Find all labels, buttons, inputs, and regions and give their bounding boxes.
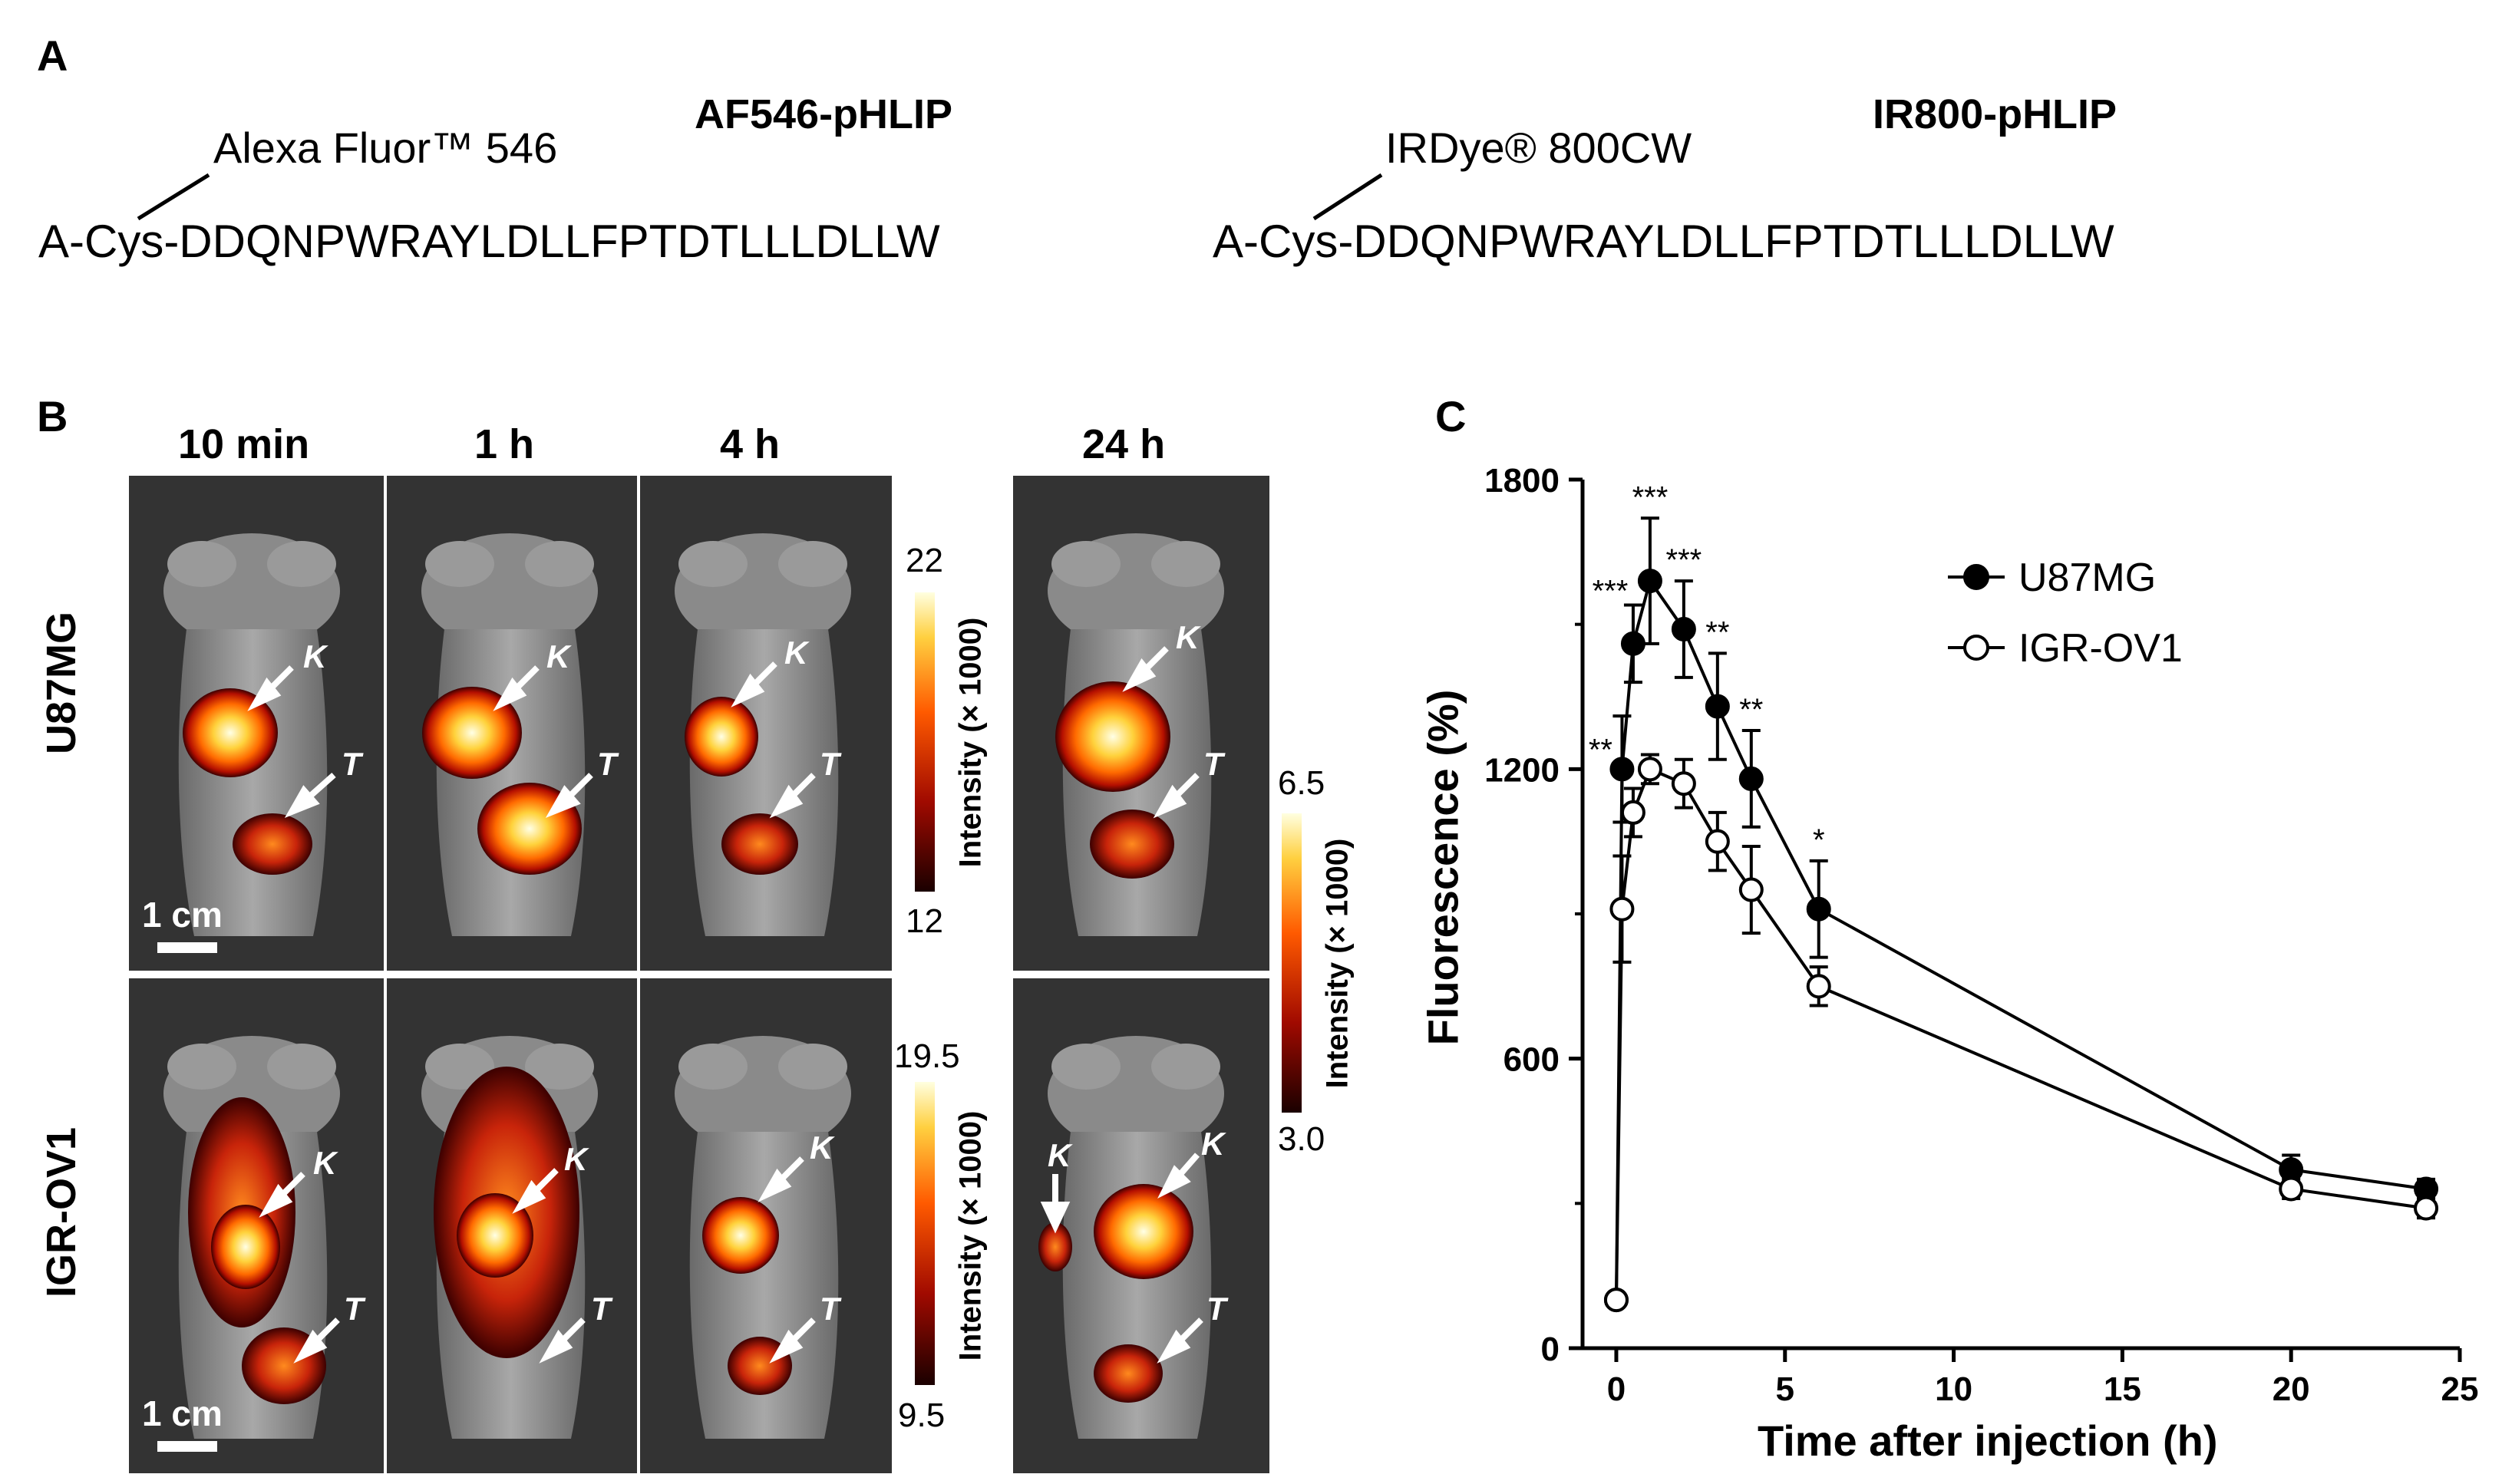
significance-marker: ** (1589, 733, 1612, 767)
data-point-igr-ov1 (1603, 1288, 1629, 1313)
linker-line-right (1312, 173, 1383, 221)
significance-marker: * (1813, 823, 1825, 857)
panel-letter-b: B (37, 392, 68, 440)
colorbar-3-min: 3.0 (1278, 1120, 1325, 1158)
svg-text:T: T (342, 746, 364, 782)
linker-line-left (137, 173, 210, 221)
data-point-u87mg (1806, 896, 1831, 922)
scale-bar-bottom (157, 1441, 217, 1452)
colorbar-2-max: 19.5 (894, 1037, 960, 1075)
colorbar-2 (915, 1082, 935, 1385)
svg-text:T: T (597, 746, 619, 782)
data-point-u87mg (1620, 631, 1645, 656)
y-axis-label: Fluorescence (%) (1418, 689, 1467, 1045)
colorbar-3 (1282, 813, 1302, 1113)
data-point-u87mg (1637, 569, 1662, 594)
data-point-igr-ov1 (1738, 877, 1764, 902)
legend-label: IGR-OV1 (2018, 626, 2183, 671)
svg-text:K: K (1048, 1137, 1073, 1173)
mouse-imaging-grid: K T K T K T K T K T K T K T K K T 1 cm 1… (129, 476, 1302, 1473)
data-point-igr-ov1 (2279, 1176, 2304, 1202)
y-tick-label: 1800 (1484, 462, 1560, 500)
timepoint-24h: 24 h (1082, 421, 1166, 467)
legend-marker (1963, 635, 1989, 661)
significance-marker: ** (1739, 693, 1763, 727)
svg-text:T: T (344, 1291, 366, 1327)
legend-marker (1963, 564, 1989, 590)
svg-text:K: K (546, 638, 572, 674)
dye-linker-lines (137, 173, 1383, 221)
x-tick-label: 25 (2441, 1370, 2479, 1408)
timepoint-10min: 10 min (178, 421, 310, 467)
series-line-u87mg (1614, 577, 2427, 1301)
sequence-right: A-Cys-DDQNPWRAYLDLLFPTDTLLLDLLW (1213, 216, 2114, 267)
timepoint-1h: 1 h (474, 421, 535, 467)
svg-text:K: K (313, 1145, 338, 1181)
x-tick-label: 5 (1776, 1370, 1794, 1408)
svg-text:T: T (1203, 746, 1226, 782)
colorbar-1-min: 12 (906, 902, 943, 940)
y-tick-label: 600 (1504, 1041, 1560, 1079)
significance-marker: *** (1632, 480, 1669, 514)
data-point-igr-ov1 (1705, 829, 1730, 854)
timepoint-4h: 4 h (720, 421, 781, 467)
svg-text:K: K (810, 1129, 835, 1166)
data-point-igr-ov1 (2414, 1195, 2439, 1221)
x-tick-label: 10 (1935, 1370, 1972, 1408)
colorbar-3-max: 6.5 (1278, 764, 1325, 802)
svg-text:K: K (784, 635, 810, 671)
x-tick-label: 20 (2273, 1370, 2310, 1408)
dye-label-left: Alexa Fluor™ 546 (213, 124, 558, 172)
data-point-igr-ov1 (1637, 757, 1662, 782)
svg-text:T: T (591, 1291, 613, 1327)
arrow-markers (247, 646, 1203, 1364)
scale-bar-top (157, 942, 217, 953)
data-point-igr-ov1 (1609, 896, 1635, 922)
data-point-igr-ov1 (1806, 974, 1831, 999)
x-tick-label: 15 (2104, 1370, 2141, 1408)
svg-text:K: K (303, 638, 328, 674)
sequence-left: A-Cys-DDQNPWRAYLDLLFPTDTLLLDLLW (38, 216, 940, 267)
panel-letter-a: A (37, 31, 68, 80)
colorbar-2-min: 9.5 (898, 1397, 946, 1434)
significance-marker: *** (1666, 543, 1702, 577)
dye-label-right: IRDye® 800CW (1385, 124, 1692, 172)
scale-bar-label-top: 1 cm (142, 895, 223, 935)
data-point-u87mg (1705, 694, 1730, 719)
significance-marker: *** (1593, 575, 1629, 608)
organ-labels: K T K T K T K T K T K T K T K K T (303, 619, 1229, 1327)
peptide-name-left: AF546-pHLIP (695, 91, 953, 137)
svg-text:K: K (1201, 1126, 1226, 1162)
significance-marker: ** (1705, 615, 1729, 649)
svg-text:K: K (1176, 619, 1201, 655)
legend-label: U87MG (2018, 556, 2156, 600)
y-tick-label: 1200 (1484, 751, 1560, 789)
scale-bar-label-bottom: 1 cm (142, 1393, 223, 1433)
x-tick-label: 0 (1607, 1370, 1626, 1408)
x-axis-label: Time after injection (h) (1758, 1416, 2218, 1465)
panel-letter-c: C (1435, 392, 1467, 440)
colorbar-1-max: 22 (906, 542, 943, 579)
data-point-igr-ov1 (1620, 800, 1645, 825)
series-line-igr-ov1 (1614, 767, 2427, 1301)
svg-text:K: K (564, 1141, 589, 1177)
svg-text:T: T (1206, 1291, 1229, 1327)
y-tick-label: 0 (1541, 1331, 1560, 1368)
colorbar-1 (915, 592, 935, 892)
data-point-u87mg (1738, 766, 1764, 791)
data-point-igr-ov1 (1671, 771, 1696, 796)
svg-text:T: T (820, 746, 842, 782)
data-point-u87mg (1671, 616, 1696, 641)
peptide-name-right: IR800-pHLIP (1873, 91, 2117, 137)
data-point-u87mg (1609, 757, 1635, 782)
svg-text:T: T (820, 1291, 842, 1327)
